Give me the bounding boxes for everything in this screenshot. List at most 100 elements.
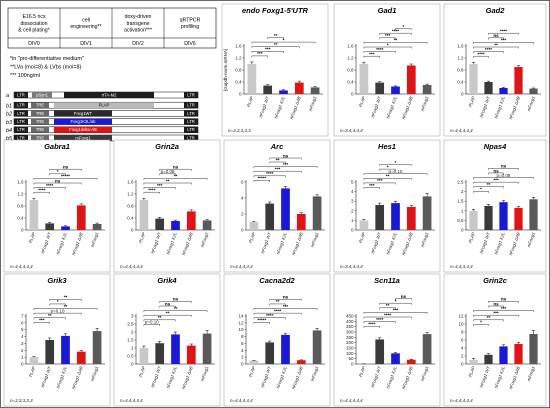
sig-label: ns: [493, 301, 499, 306]
y-tick-label: 5: [351, 180, 354, 185]
bar: [265, 342, 275, 364]
bar: [155, 218, 165, 230]
y-tick-label: 150: [346, 346, 354, 351]
sig-label: **: [274, 42, 278, 47]
bar: [469, 360, 478, 364]
y-tick-label: 50: [348, 356, 354, 361]
y-tick-label: 3: [351, 199, 354, 204]
bar: [391, 86, 400, 94]
bar: [76, 351, 86, 364]
x-tick-label: mFoxg1: [526, 365, 536, 382]
bar: [281, 334, 290, 364]
sig-label: ****: [477, 52, 484, 57]
y-tick-label: 100: [346, 351, 354, 356]
sig-label: ****: [274, 308, 281, 313]
ltr-block: [184, 135, 198, 141]
payload-label: rtTA-M2: [102, 92, 117, 97]
y-tick-label: 12: [238, 320, 244, 325]
bar: [202, 220, 212, 230]
protocol-note: **LVa (moi=8) & LVbs (moi=8): [10, 65, 82, 71]
sig-label: *: [480, 320, 482, 325]
x-tick-label: PLAP: [246, 96, 255, 108]
sig-label: **: [274, 33, 278, 38]
sig-label: ****: [148, 188, 155, 193]
sample-size-label: n=3,4,4,4,4: [340, 264, 363, 269]
bar: [61, 335, 70, 364]
sig-label: **: [276, 299, 280, 304]
y-tick-label: 6: [241, 180, 244, 185]
chart-title: Grin2c: [483, 276, 508, 285]
chart-title: Grik3: [47, 276, 67, 285]
x-tick-label: mFoxg1: [526, 95, 536, 112]
bar: [279, 90, 288, 94]
sample-size-label: n=4,4,4,4,4: [230, 398, 253, 403]
protocol-stage-label: cell: [82, 18, 90, 24]
bar: [406, 359, 416, 364]
chart-title: Arc: [270, 142, 284, 151]
chart-title: Gad2: [486, 6, 506, 15]
chart-title: Hes1: [378, 142, 396, 151]
sig-label: p=0.10: [51, 308, 65, 313]
ltr-label: LTR: [187, 127, 195, 132]
bar: [529, 334, 538, 364]
protocol-stage-label: dissociation: [20, 21, 47, 27]
bar: [171, 334, 180, 364]
tre-block: [31, 118, 49, 125]
sig-label: **: [386, 303, 390, 308]
sig-label: ***: [393, 308, 399, 313]
y-tick-label: 2.5: [457, 180, 464, 185]
sig-label: *: [57, 169, 59, 174]
bar: [514, 67, 523, 94]
y-tick-label: 350: [346, 324, 354, 329]
sig-label: *****: [257, 176, 266, 181]
y-tick-label: 0.5: [127, 354, 134, 359]
y-axis-label: [Gapdh-norm mRNA]: [223, 49, 228, 91]
sig-label: **: [166, 311, 170, 316]
y-tick-label: 6: [241, 341, 244, 346]
y-tick-label: 0.8: [457, 68, 464, 73]
tre-label: TRE: [36, 111, 45, 116]
sig-label: **: [48, 313, 52, 318]
sig-label: ns: [63, 165, 69, 170]
ltr-block: [14, 126, 28, 133]
x-tick-label: PLAP: [467, 96, 476, 108]
sig-label: ***: [385, 33, 391, 38]
bar: [499, 88, 508, 94]
construct-id: b3: [6, 120, 12, 126]
sig-label: ns: [493, 33, 499, 38]
payload-block: [54, 110, 112, 117]
sig-label: **: [174, 174, 178, 179]
sig-label: ns: [493, 168, 499, 173]
ltr-block: [184, 102, 198, 109]
y-tick-label: 0: [351, 362, 354, 367]
y-tick-label: 1: [21, 355, 24, 360]
y-tick-label: 1: [351, 218, 354, 223]
x-tick-label: PLAP: [467, 366, 476, 378]
sig-label: ns: [165, 301, 171, 306]
chart-title: Gabra1: [44, 142, 70, 151]
sig-label: ****: [376, 317, 383, 322]
sample-size-label: n=4,4,4,4,4: [120, 264, 143, 269]
payload-block: [64, 92, 154, 98]
ltr-label: LTR: [17, 92, 25, 97]
sig-label: ***: [501, 38, 507, 43]
protocol-stage-day: DIV1: [80, 41, 92, 47]
sig-label: ****: [485, 47, 492, 52]
y-tick-label: 1: [461, 208, 464, 213]
sig-label: **: [174, 306, 178, 311]
x-tick-label: mFoxg1: [90, 365, 100, 382]
tre-label: TRE: [36, 135, 45, 140]
bar: [45, 223, 55, 230]
chart-frame: [333, 139, 441, 273]
sig-label: ***: [275, 167, 281, 172]
ltr-label: LTR: [187, 119, 195, 124]
sig-label: *: [57, 299, 59, 304]
sig-label: ****: [384, 312, 391, 317]
ltr-label: LTR: [17, 135, 25, 140]
chart-frame: [443, 273, 547, 407]
sig-label: ***: [283, 162, 289, 167]
bar: [422, 196, 432, 230]
sig-label: p=0.10: [389, 169, 403, 174]
